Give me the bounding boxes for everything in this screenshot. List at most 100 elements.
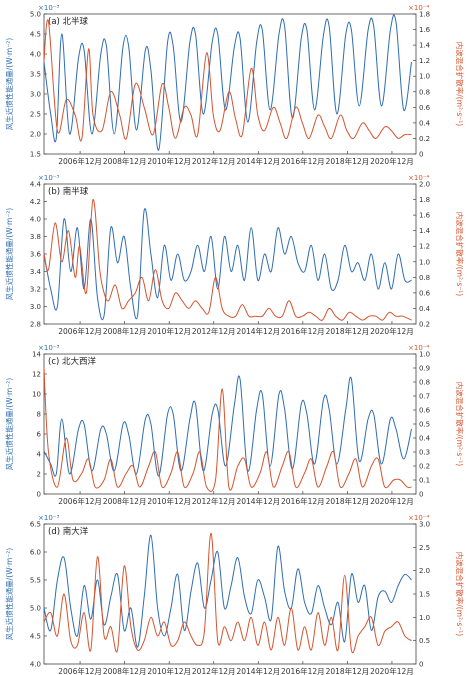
left-tick-label: 2.5 — [30, 111, 41, 119]
left-tick-label: 2.8 — [30, 321, 41, 329]
left-axis-label: 风生近惯性能通量/(W·m⁻²) — [4, 38, 14, 131]
left-tick-labels: 0 2 4 6 8 10 12 14 — [32, 351, 47, 499]
left-tick-label: 4.2 — [30, 198, 41, 206]
left-tick-label: 12 — [32, 371, 41, 379]
right-tick-label: 0.9 — [419, 365, 430, 373]
right-tick-label: 1.2 — [419, 243, 430, 251]
right-tick-label: 1.0 — [419, 614, 430, 622]
left-tick-label: 6 — [37, 431, 42, 439]
x-tick-label: 2014年12月 — [236, 326, 280, 336]
right-tick-label: 0 — [419, 491, 423, 499]
x-tick-label: 2012年12月 — [192, 326, 236, 336]
left-axis-label: 风生近惯性能通量/(W·m⁻²) — [4, 208, 14, 301]
left-multiplier: ×10⁻³ — [38, 174, 59, 182]
left-tick-label: 10 — [32, 391, 41, 399]
x-tick-labels: 2006年12月 2008年12月 2010年12月 2012年12月 2014年12月… — [58, 151, 414, 166]
right-tick-label: 1.2 — [419, 57, 430, 65]
right-axis-label: 内波混合扩散率/(m²·s⁻¹) — [455, 382, 465, 467]
right-tick-label: 1.0 — [419, 351, 430, 359]
x-tick-label: 2014年12月 — [236, 666, 280, 675]
x-tick-label: 2020年12月 — [370, 326, 414, 336]
left-multiplier: ×10⁻³ — [38, 344, 59, 352]
right-tick-label: 1.0 — [419, 73, 430, 81]
x-tick-label: 2016年12月 — [281, 496, 325, 506]
x-tick-label: 2018年12月 — [326, 326, 370, 336]
left-tick-label: 4.0 — [30, 51, 41, 59]
right-tick-label: 2.0 — [419, 181, 430, 189]
right-tick-label: 1.6 — [419, 212, 431, 220]
x-tick-label: 2008年12月 — [103, 496, 147, 506]
right-tick-label: 0.5 — [419, 421, 430, 429]
left-axis-label: 风生近惯性能通量/(W·m⁻²) — [4, 378, 14, 471]
left-tick-label: 4.0 — [30, 216, 41, 224]
mixing-diffusivity-line — [43, 367, 412, 492]
right-tick-label: 3.0 — [419, 521, 430, 529]
right-axis-label: 内波混合扩散率/(m²·s⁻¹) — [455, 42, 465, 127]
left-axis-label: 风生近惯性能通量/(W·m⁻²) — [4, 548, 14, 641]
x-tick-label: 2020年12月 — [370, 666, 414, 675]
x-tick-label: 2006年12月 — [58, 666, 102, 675]
right-multiplier: ×10⁻⁴ — [408, 344, 429, 352]
left-tick-label: 6.5 — [30, 521, 41, 529]
x-tick-label: 2010年12月 — [147, 496, 191, 506]
left-tick-label: 3.2 — [30, 286, 41, 294]
x-tick-label: 2020年12月 — [370, 156, 414, 166]
x-tick-label: 2020年12月 — [370, 496, 414, 506]
left-tick-label: 5.0 — [30, 11, 41, 19]
left-tick-label: 3.0 — [30, 91, 41, 99]
left-tick-label: 3.6 — [30, 251, 42, 259]
right-tick-label: 0.8 — [419, 379, 430, 387]
right-tick-label: 0.6 — [419, 289, 431, 297]
near-inertial-energy-flux-line — [43, 375, 412, 477]
right-tick-label: 0.4 — [419, 305, 431, 313]
left-tick-label: 4.0 — [30, 661, 41, 669]
left-tick-labels: 2.8 3.0 3.2 3.4 3.6 3.8 4.0 4.2 4.4 — [30, 181, 47, 329]
panel-title: (b) 南半球 — [48, 186, 89, 197]
mixing-diffusivity-line — [43, 19, 412, 142]
left-tick-label: 5.0 — [30, 605, 41, 613]
right-multiplier: ×10⁻⁴ — [408, 174, 429, 182]
left-tick-label: 5.5 — [30, 577, 41, 585]
right-tick-label: 0.2 — [419, 321, 430, 329]
right-tick-label: 2.0 — [419, 567, 430, 575]
panel-c: (c) 北大西洋 ×10⁻³ ×10⁻⁴ 风生近惯性能通量/(W·m⁻²) 内波… — [4, 344, 465, 506]
right-tick-label: 1.4 — [419, 227, 431, 235]
right-tick-label: 0 — [419, 151, 423, 159]
x-tick-label: 2018年12月 — [326, 496, 370, 506]
mixing-diffusivity-line — [43, 532, 412, 654]
panel-d: (d) 南大洋 ×10⁻³ ×10⁻⁴ 风生近惯性能通量/(W·m⁻²) 内波混… — [4, 514, 465, 675]
x-tick-label: 2018年12月 — [326, 666, 370, 675]
x-tick-labels: 2006年12月 2008年12月 2010年12月 2012年12月 2014年12月… — [58, 491, 414, 506]
x-tick-label: 2016年12月 — [281, 666, 325, 675]
x-tick-label: 2006年12月 — [58, 156, 102, 166]
panel-a: (a) 北半球 ×10⁻³ ×10⁻⁴ 风生近惯性能通量/(W·m⁻²) 内波混… — [4, 4, 465, 166]
plot-frame — [43, 183, 417, 325]
left-tick-label: 6.0 — [30, 549, 41, 557]
left-tick-labels: 1.5 2.0 2.5 3.0 3.5 4.0 4.5 5.0 — [30, 11, 47, 159]
right-tick-label: 0.4 — [419, 435, 431, 443]
x-tick-label: 2010年12月 — [147, 666, 191, 675]
near-inertial-energy-flux-line — [43, 208, 412, 321]
right-tick-label: 0.5 — [419, 637, 430, 645]
left-tick-label: 14 — [32, 351, 41, 359]
x-tick-label: 2012年12月 — [192, 496, 236, 506]
x-tick-labels: 2006年12月 2008年12月 2010年12月 2012年12月 2014年12月… — [58, 321, 414, 336]
panel-title: (a) 北半球 — [48, 16, 89, 27]
right-tick-label: 0.2 — [419, 463, 430, 471]
left-tick-label: 2 — [37, 471, 41, 479]
right-tick-labels: 0 0.5 1.0 1.5 2.0 2.5 3.0 — [413, 521, 430, 669]
left-tick-label: 3.0 — [30, 303, 41, 311]
left-tick-label: 3.5 — [30, 71, 41, 79]
x-tick-label: 2010年12月 — [147, 156, 191, 166]
mixing-diffusivity-line — [43, 199, 412, 321]
right-tick-label: 2.5 — [419, 544, 430, 552]
right-tick-label: 1.5 — [419, 591, 430, 599]
x-tick-label: 2016年12月 — [281, 326, 325, 336]
right-tick-label: 1.6 — [419, 26, 431, 34]
near-inertial-energy-flux-line — [43, 14, 412, 151]
near-inertial-energy-flux-line — [43, 534, 412, 648]
left-tick-label: 8 — [37, 411, 41, 419]
panel-title: (d) 南大洋 — [48, 526, 89, 537]
right-tick-labels: 0 0.1 0.2 0.3 0.4 0.5 0.6 0.7 0.8 0.9 1.0 — [413, 351, 431, 499]
